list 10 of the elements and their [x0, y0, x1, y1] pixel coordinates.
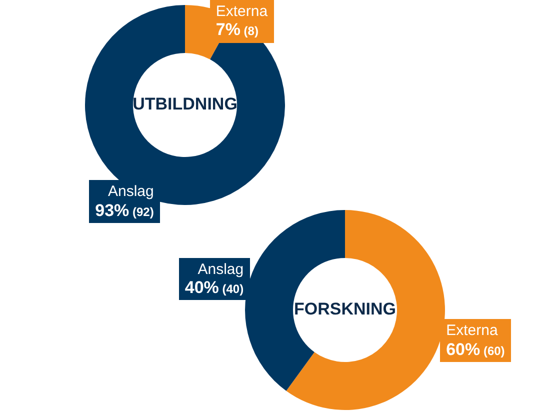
- data-label: 93% (92): [95, 200, 154, 220]
- data-label: 40% (40): [184, 278, 244, 297]
- data-label: 60% (60): [446, 340, 505, 359]
- data-label: 7% (8): [216, 20, 258, 40]
- text: FORSKNING: [294, 300, 396, 319]
- text: UTBILDNING: [132, 94, 238, 114]
- slice-label: Anslag: [106, 183, 154, 201]
- slice-label: Externa: [446, 322, 499, 340]
- slice-label: Anslag: [196, 260, 244, 278]
- slice-label: Externa: [216, 3, 268, 20]
